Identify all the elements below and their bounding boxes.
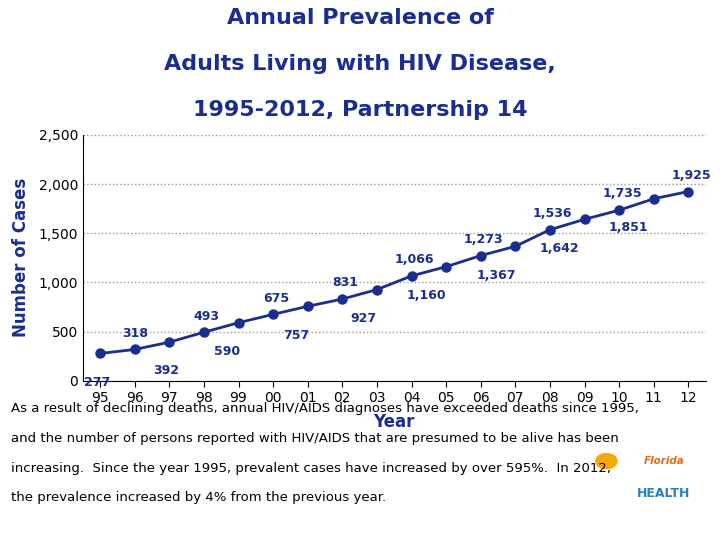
Text: 1995-2012, Partnership 14: 1995-2012, Partnership 14 [193, 100, 527, 120]
Text: 277: 277 [84, 376, 110, 389]
Text: increasing.  Since the year 1995, prevalent cases have increased by over 595%.  : increasing. Since the year 1995, prevale… [11, 462, 611, 475]
Circle shape [590, 449, 623, 473]
Text: 927: 927 [350, 312, 376, 325]
Text: 1,735: 1,735 [602, 187, 642, 200]
Text: 1,925: 1,925 [671, 169, 711, 182]
Text: 1,273: 1,273 [464, 233, 503, 246]
Y-axis label: Number of Cases: Number of Cases [12, 178, 30, 338]
Text: 1,160: 1,160 [407, 289, 446, 302]
Text: 675: 675 [263, 292, 289, 305]
X-axis label: Year: Year [374, 414, 415, 431]
Text: As a result of declining deaths, annual HIV/AIDS diagnoses have exceeded deaths : As a result of declining deaths, annual … [11, 402, 639, 415]
Text: the prevalence increased by 4% from the previous year.: the prevalence increased by 4% from the … [11, 491, 386, 504]
Text: 1,642: 1,642 [540, 241, 580, 254]
Text: and the number of persons reported with HIV/AIDS that are presumed to be alive h: and the number of persons reported with … [11, 432, 618, 445]
Text: 493: 493 [194, 309, 220, 322]
Text: 392: 392 [153, 364, 179, 377]
Text: Adults Living with HIV Disease,: Adults Living with HIV Disease, [164, 54, 556, 74]
Text: 590: 590 [215, 345, 240, 358]
Text: 318: 318 [122, 327, 148, 340]
Text: Florida: Florida [644, 456, 684, 466]
Text: 757: 757 [284, 328, 310, 341]
Text: 831: 831 [332, 276, 358, 289]
Circle shape [596, 454, 617, 469]
Text: 1,066: 1,066 [395, 253, 434, 266]
Text: HEALTH: HEALTH [637, 487, 690, 500]
Text: 1,367: 1,367 [476, 268, 516, 281]
Text: 1,536: 1,536 [533, 207, 572, 220]
Text: 1,851: 1,851 [609, 221, 649, 234]
Text: Annual Prevalence of: Annual Prevalence of [227, 8, 493, 28]
